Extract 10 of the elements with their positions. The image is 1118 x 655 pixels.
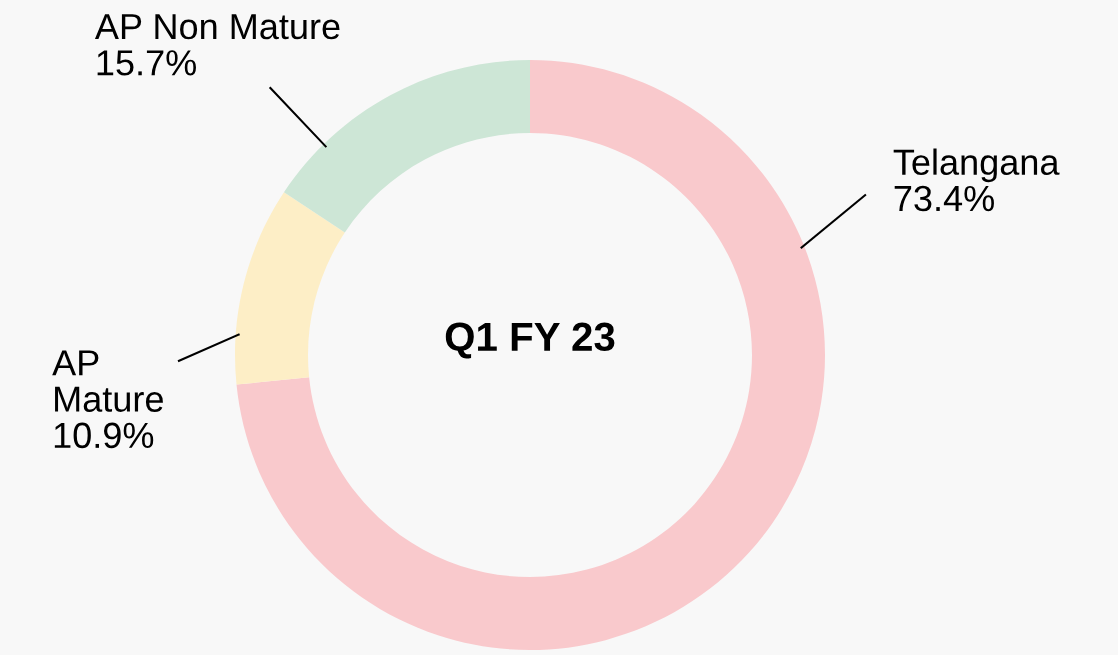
data-label: 73.4% [894,185,994,212]
data-label: 15.7% [97,50,196,76]
donut-slice [235,192,345,385]
slice-label: AP Non Mature [94,14,340,40]
donut-slice [236,60,825,650]
text: Q1 FY 23 [445,322,615,359]
donut-slice [283,60,530,233]
data-label: 10.9% [54,422,154,449]
slice-label: AP Mature [52,350,163,412]
slice-label: Telangana [893,148,1060,183]
